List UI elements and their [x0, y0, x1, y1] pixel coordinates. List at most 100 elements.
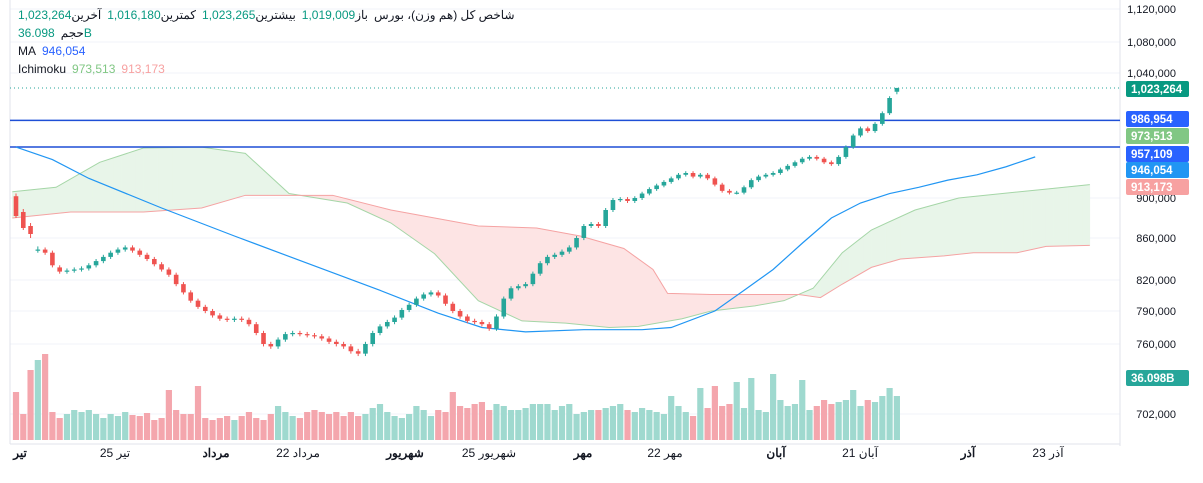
legend-open-value: 1,019,009 — [301, 8, 356, 22]
candle-body — [734, 192, 740, 194]
cloud-segment — [41, 187, 50, 216]
cloud-segment — [594, 239, 603, 328]
price-label-badge — [1126, 179, 1189, 195]
cloud-segment — [419, 214, 428, 250]
cloud-segment — [841, 246, 850, 285]
candle — [625, 197, 630, 203]
price-label-badge — [1126, 162, 1189, 178]
candle — [661, 180, 667, 188]
cloud-segment — [1009, 191, 1018, 253]
cloud-segment — [740, 294, 748, 308]
cloud-segment — [965, 196, 974, 254]
volume-bar — [850, 390, 857, 440]
candle — [20, 209, 26, 230]
legend-volume-label: حجم — [60, 26, 84, 40]
volume-bar — [478, 402, 486, 440]
cloud-segment — [951, 197, 960, 256]
legend-ohlc-row: شاخص کل (هم وزن)، بورس باز1,019,009 بیشتری… — [18, 6, 515, 24]
candle-body — [887, 98, 892, 114]
volume-bar — [726, 404, 733, 440]
candle — [647, 187, 652, 196]
volume-bar — [566, 404, 573, 440]
candle — [588, 222, 594, 228]
candle — [443, 293, 448, 306]
candle — [290, 330, 295, 337]
cloud-segment — [1031, 189, 1040, 250]
volume-bar — [660, 414, 668, 440]
candle — [181, 282, 186, 295]
candle-body — [13, 196, 19, 216]
candle-body — [683, 173, 689, 175]
price-tick-label: 790,000 — [1136, 306, 1176, 318]
volume-bar — [42, 354, 49, 440]
candle-body — [188, 292, 194, 301]
volume-bar — [842, 400, 850, 440]
cloud-segment — [237, 151, 246, 198]
candle — [508, 286, 514, 301]
volume-bar — [464, 408, 471, 440]
legend-low-value: 1,016,180 — [107, 8, 161, 22]
price-tick-label: 702,000 — [1136, 409, 1176, 421]
cloud-segment — [747, 294, 756, 308]
cloud-segment — [849, 240, 858, 281]
volume-bar — [216, 418, 223, 440]
candle-body — [537, 263, 543, 274]
candle — [698, 173, 703, 179]
cloud-segment — [980, 194, 989, 253]
volume-bar — [733, 382, 740, 440]
volume-bar — [85, 410, 92, 440]
candle-body — [210, 311, 215, 316]
cloud-segment — [543, 228, 552, 323]
candle-body — [647, 189, 652, 194]
legend-volume-row: حجم36.098B — [18, 24, 515, 42]
candle — [821, 156, 827, 165]
legend-high-value: 1,023,265 — [202, 8, 256, 22]
volume-bar — [173, 410, 180, 440]
legend-ma-row: MA 946,054 — [18, 42, 515, 60]
volume-bar — [893, 396, 900, 440]
candle — [566, 245, 572, 254]
candle-body — [35, 249, 41, 251]
candle-body — [807, 156, 812, 159]
volume-bar — [697, 388, 704, 440]
price-label-text: 957,109 — [1131, 149, 1173, 161]
volume-bar — [209, 420, 216, 440]
candle — [275, 337, 281, 349]
cloud-segment — [638, 258, 647, 327]
candle-body — [297, 333, 303, 335]
candle-body — [115, 249, 121, 253]
cloud-segment — [448, 220, 457, 279]
time-tick-label: مهر — [573, 446, 593, 461]
volume-bar — [682, 412, 689, 440]
price-tick-label: 820,000 — [1136, 275, 1176, 287]
volume-bar — [384, 412, 391, 440]
cloud-segment — [201, 146, 210, 209]
volume-bar — [762, 412, 769, 440]
candle-body — [479, 322, 485, 325]
volume-bar — [799, 380, 806, 440]
candle — [414, 296, 419, 307]
candle-body — [836, 156, 841, 165]
candle-body — [399, 309, 405, 318]
volume-bar — [122, 412, 129, 440]
volume-bars — [12, 354, 900, 440]
cloud-segment — [470, 224, 479, 302]
cloud-segment — [70, 174, 79, 213]
candle — [35, 246, 41, 253]
cloud-segment — [179, 147, 188, 210]
candle-body — [829, 162, 834, 165]
candle — [224, 316, 230, 322]
volume-bar — [515, 410, 522, 440]
candle — [887, 96, 892, 115]
price-axis: 702,000 760,000 790,000 820,000 860,000 900,0… — [1127, 4, 1176, 421]
candle — [239, 316, 244, 322]
legend-open-label: باز — [355, 8, 368, 22]
candle-body — [363, 344, 368, 354]
candle-body — [872, 123, 878, 132]
candle — [268, 341, 274, 349]
legend-ichimoku-row: Ichimoku 973,513 913,173 — [18, 60, 515, 78]
volume-bar — [784, 406, 791, 440]
cloud-segment — [907, 209, 916, 259]
